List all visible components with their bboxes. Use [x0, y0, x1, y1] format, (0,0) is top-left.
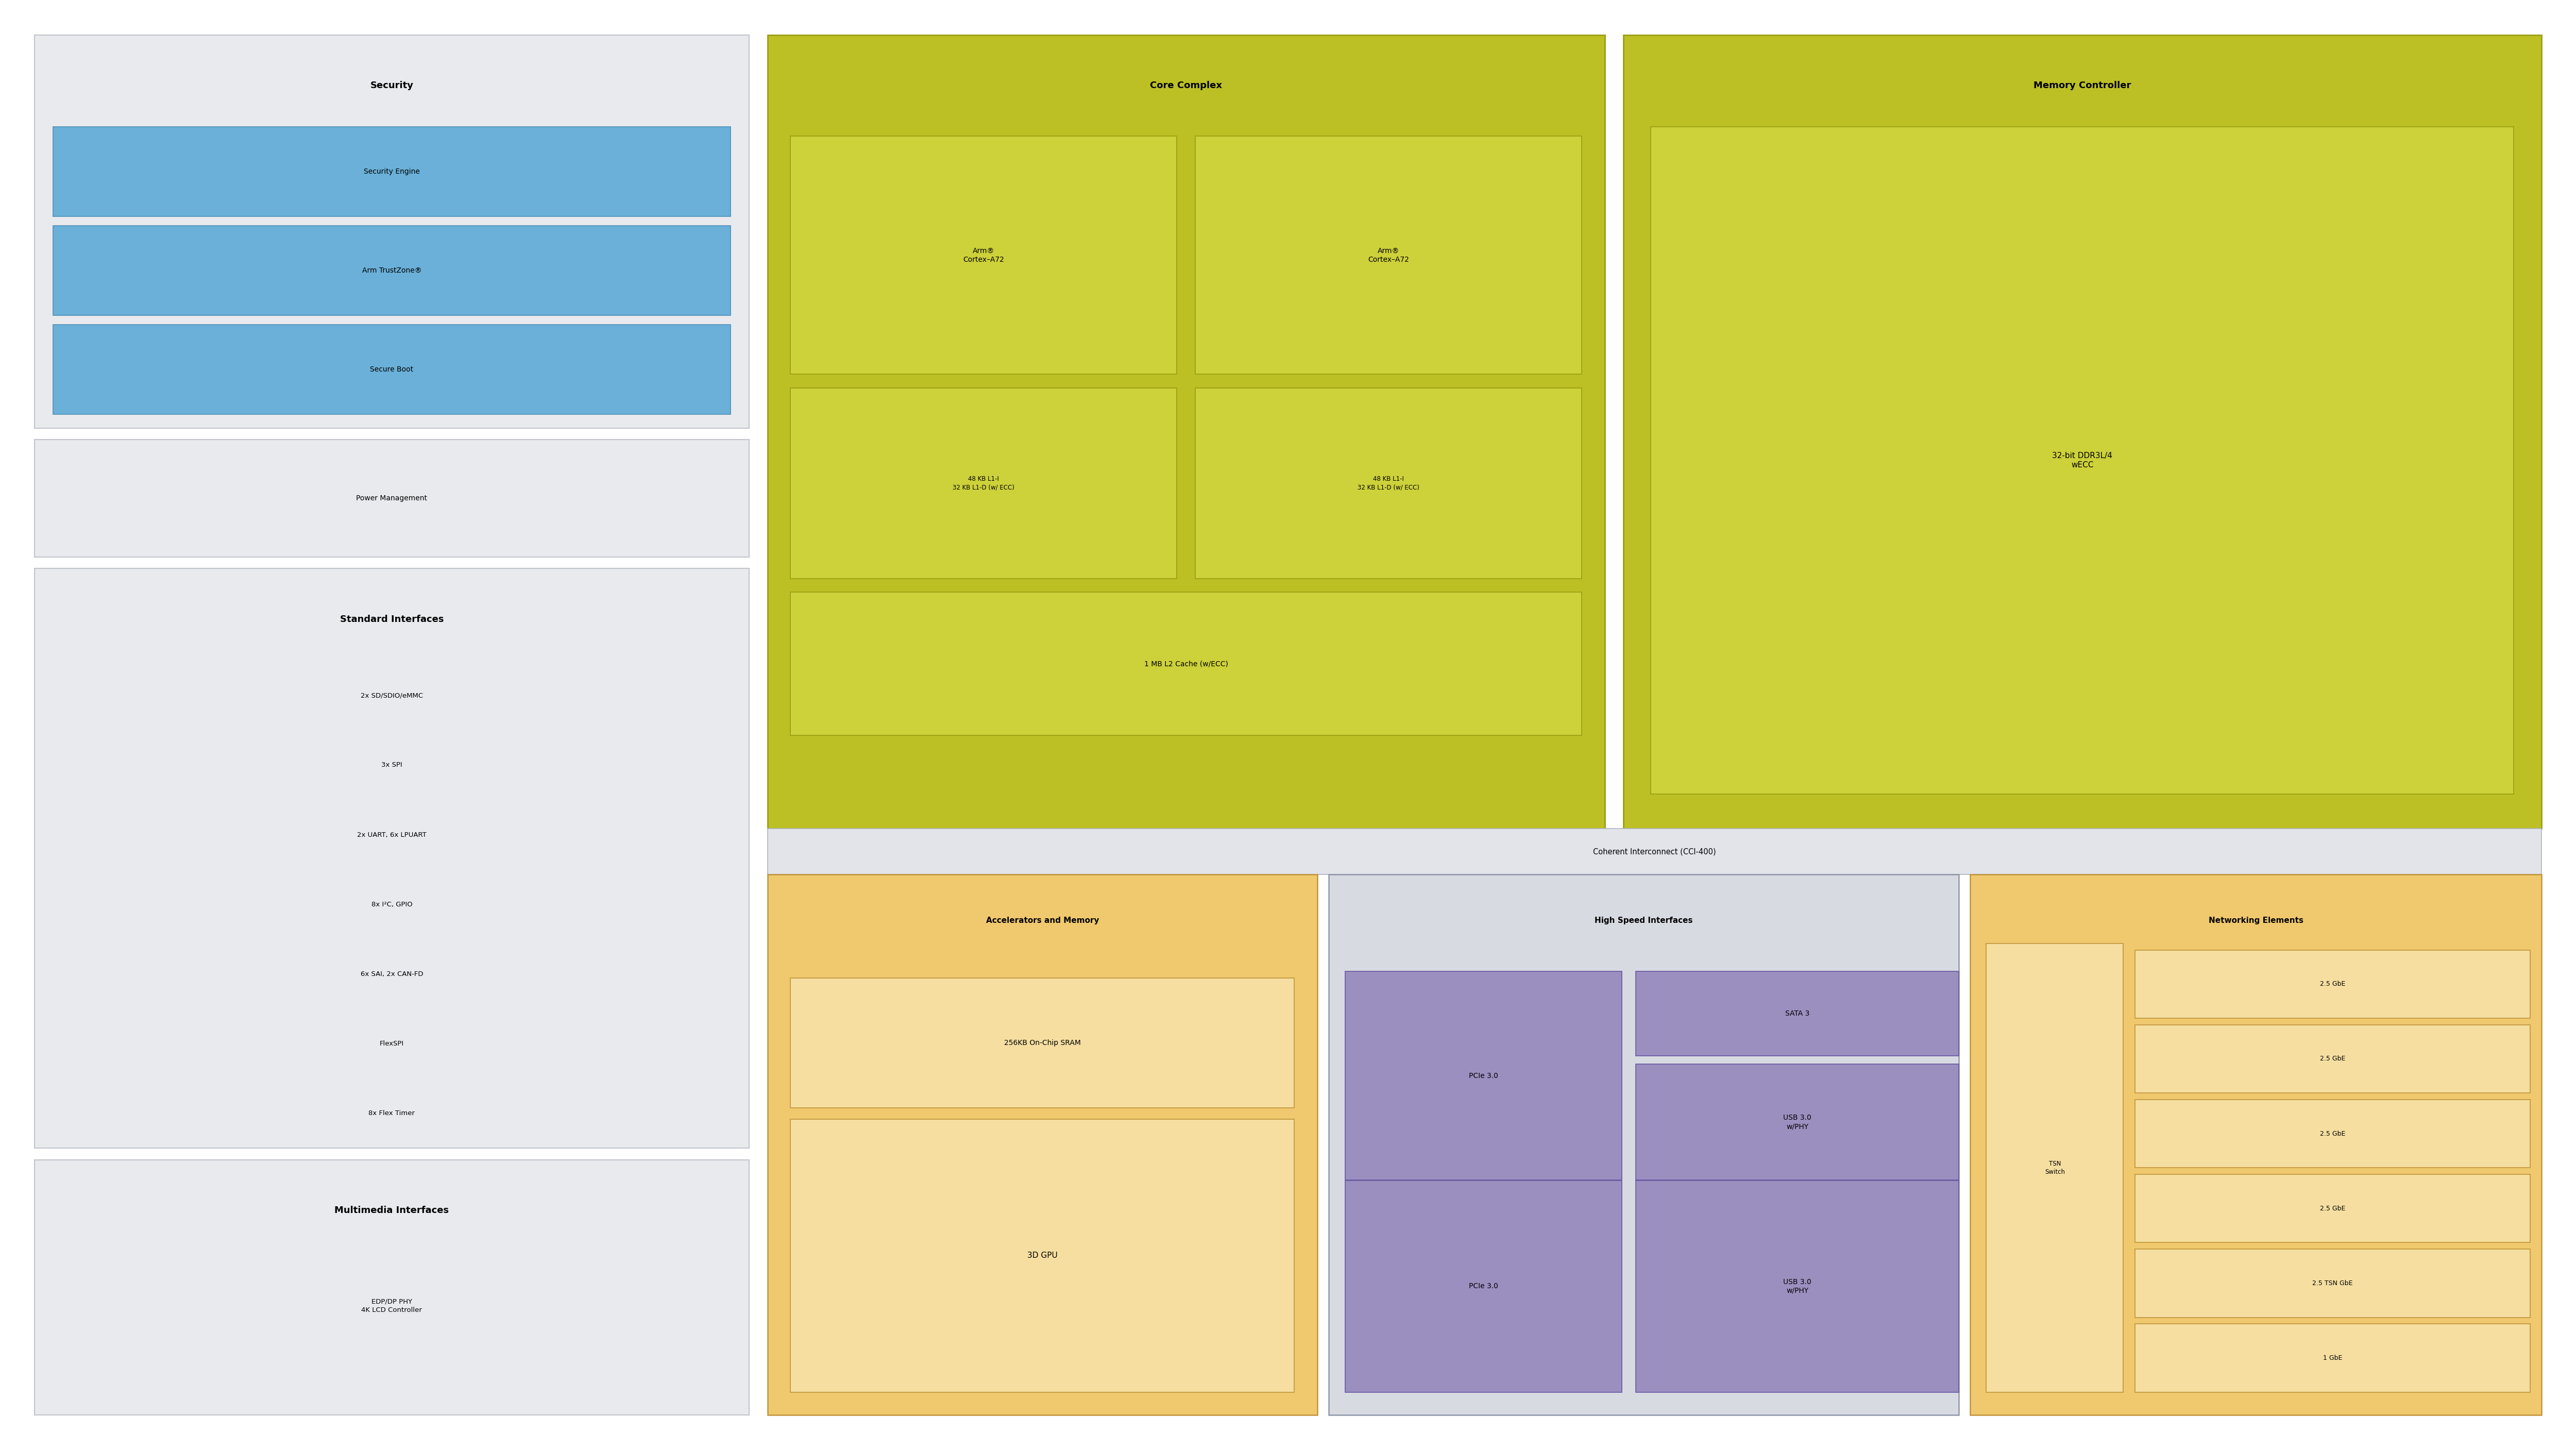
Text: 2.5 GbE: 2.5 GbE: [2321, 1205, 2344, 1212]
Bar: [768, 828, 2543, 874]
Bar: [1345, 1180, 1623, 1392]
Bar: [54, 128, 732, 216]
Text: 2x SD/SDIO/eMMC: 2x SD/SDIO/eMMC: [361, 692, 422, 699]
Text: 48 KB L1-I
32 KB L1-D (w/ ECC): 48 KB L1-I 32 KB L1-D (w/ ECC): [953, 476, 1015, 490]
Text: 8x Flex Timer: 8x Flex Timer: [368, 1111, 415, 1116]
Text: FlexSPI: FlexSPI: [379, 1041, 404, 1047]
Text: 256KB On-Chip SRAM: 256KB On-Chip SRAM: [1005, 1040, 1082, 1047]
Bar: [33, 568, 750, 1148]
Bar: [1971, 874, 2543, 1415]
Text: SATA 3: SATA 3: [1785, 1009, 1808, 1016]
Bar: [1636, 1064, 1958, 1180]
Text: 2x UART, 6x LPUART: 2x UART, 6x LPUART: [358, 831, 428, 838]
Bar: [1636, 972, 1958, 1056]
Text: 48 KB L1-I
32 KB L1-D (w/ ECC): 48 KB L1-I 32 KB L1-D (w/ ECC): [1358, 476, 1419, 490]
Bar: [791, 592, 1582, 735]
Bar: [768, 35, 1605, 828]
Text: 1 MB L2 Cache (w/ECC): 1 MB L2 Cache (w/ECC): [1144, 660, 1229, 667]
Text: PCIe 3.0: PCIe 3.0: [1468, 1283, 1499, 1290]
Bar: [1345, 972, 1623, 1180]
Text: 2.5 TSN GbE: 2.5 TSN GbE: [2313, 1280, 2352, 1286]
Text: TSN
Switch: TSN Switch: [2045, 1160, 2066, 1176]
Bar: [2136, 950, 2530, 1018]
Bar: [1986, 944, 2123, 1392]
Text: EDP/DP PHY
4K LCD Controller: EDP/DP PHY 4K LCD Controller: [361, 1298, 422, 1314]
Text: Accelerators and Memory: Accelerators and Memory: [987, 916, 1100, 925]
Text: 2.5 GbE: 2.5 GbE: [2321, 1131, 2344, 1137]
Text: Networking Elements: Networking Elements: [2208, 916, 2303, 925]
Bar: [2136, 1248, 2530, 1318]
Bar: [54, 226, 732, 316]
Bar: [2136, 1324, 2530, 1392]
Bar: [1636, 1180, 1958, 1392]
Text: USB 3.0
w/PHY: USB 3.0 w/PHY: [1783, 1114, 1811, 1130]
Bar: [1623, 35, 2543, 828]
Bar: [54, 325, 732, 415]
Text: 2.5 GbE: 2.5 GbE: [2321, 1056, 2344, 1063]
Text: Arm®
Cortex–A72: Arm® Cortex–A72: [1368, 247, 1409, 264]
Text: USB 3.0
w/PHY: USB 3.0 w/PHY: [1783, 1279, 1811, 1295]
Bar: [791, 1119, 1293, 1392]
Bar: [1195, 389, 1582, 579]
Text: PCIe 3.0: PCIe 3.0: [1468, 1072, 1499, 1079]
Bar: [33, 1160, 750, 1415]
Text: Coherent Interconnect (CCI-400): Coherent Interconnect (CCI-400): [1592, 848, 1716, 855]
Bar: [33, 35, 750, 428]
Text: 32-bit DDR3L/4
wECC: 32-bit DDR3L/4 wECC: [2053, 452, 2112, 470]
Text: Power Management: Power Management: [355, 494, 428, 502]
Bar: [791, 389, 1177, 579]
Text: Multimedia Interfaces: Multimedia Interfaces: [335, 1206, 448, 1215]
Text: 6x SAI, 2x CAN-FD: 6x SAI, 2x CAN-FD: [361, 970, 422, 977]
Bar: [791, 136, 1177, 374]
Text: 3x SPI: 3x SPI: [381, 761, 402, 769]
Bar: [791, 979, 1293, 1108]
Bar: [1329, 874, 1958, 1415]
Text: Arm TrustZone®: Arm TrustZone®: [363, 267, 422, 274]
Text: Memory Controller: Memory Controller: [2032, 81, 2130, 90]
Bar: [2136, 1025, 2530, 1093]
Text: Standard Interfaces: Standard Interfaces: [340, 615, 443, 624]
Text: Security Engine: Security Engine: [363, 168, 420, 175]
Bar: [33, 439, 750, 557]
Text: Arm®
Cortex–A72: Arm® Cortex–A72: [963, 247, 1005, 264]
Bar: [1195, 136, 1582, 374]
Text: 8x I²C, GPIO: 8x I²C, GPIO: [371, 900, 412, 908]
Text: 1 GbE: 1 GbE: [2324, 1354, 2342, 1362]
Text: 2.5 GbE: 2.5 GbE: [2321, 980, 2344, 987]
Text: Secure Boot: Secure Boot: [371, 365, 412, 373]
Text: Core Complex: Core Complex: [1149, 81, 1221, 90]
Bar: [2136, 1099, 2530, 1167]
Text: 3D GPU: 3D GPU: [1028, 1251, 1059, 1260]
Bar: [2136, 1175, 2530, 1243]
Bar: [1651, 128, 2514, 795]
Bar: [768, 874, 1316, 1415]
Text: Security: Security: [371, 81, 412, 90]
Text: High Speed Interfaces: High Speed Interfaces: [1595, 916, 1692, 925]
